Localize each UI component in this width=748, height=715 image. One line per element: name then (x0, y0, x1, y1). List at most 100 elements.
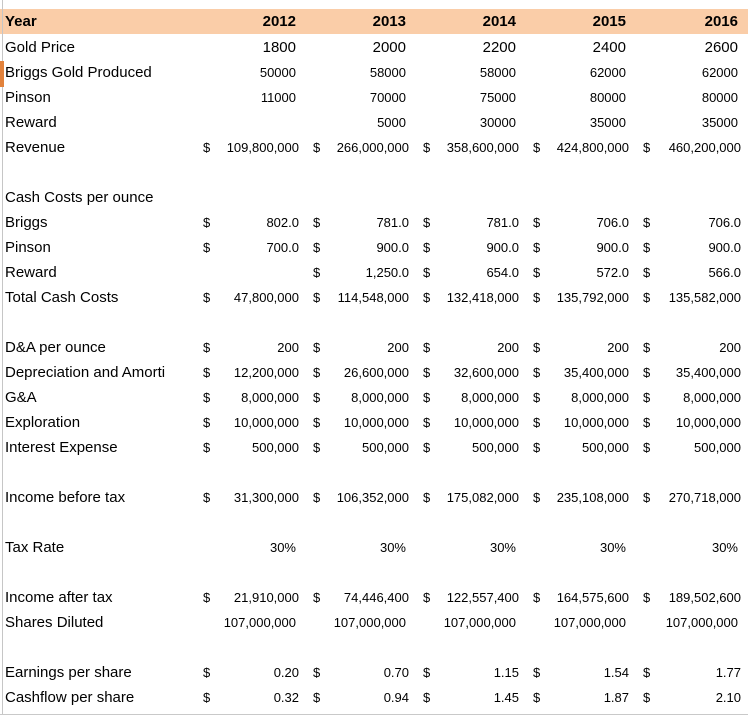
table-cell[interactable]: $31,300,000 (196, 485, 306, 510)
table-cell[interactable]: $1.45 (416, 685, 526, 710)
table-cell[interactable] (636, 185, 748, 210)
table-cell[interactable]: 30000 (479, 115, 516, 130)
row-label[interactable]: Cashflow per share (5, 689, 135, 706)
table-cell[interactable]: $0.32 (196, 685, 306, 710)
table-cell[interactable]: $8,000,000 (526, 385, 636, 410)
table-cell[interactable]: $47,800,000 (196, 285, 306, 310)
header-year-cell[interactable]: 2012 (262, 13, 296, 30)
table-cell[interactable]: $106,352,000 (306, 485, 416, 510)
table-cell[interactable]: 30% (599, 540, 626, 555)
row-label[interactable]: Earnings per share (5, 664, 132, 681)
table-cell[interactable]: $802.0 (196, 210, 306, 235)
table-cell[interactable]: $164,575,600 (526, 585, 636, 610)
table-cell[interactable]: $1.15 (416, 660, 526, 685)
table-cell[interactable]: 35000 (701, 115, 738, 130)
row-label[interactable]: Reward (5, 264, 57, 281)
table-cell[interactable]: $135,792,000 (526, 285, 636, 310)
table-cell[interactable]: $200 (196, 335, 306, 360)
table-cell[interactable] (196, 185, 306, 210)
table-cell[interactable]: $12,200,000 (196, 360, 306, 385)
table-cell[interactable]: $900.0 (416, 235, 526, 260)
table-cell[interactable]: 80000 (701, 90, 738, 105)
table-cell[interactable]: $1.77 (636, 660, 748, 685)
table-cell[interactable]: $500,000 (526, 435, 636, 460)
row-label[interactable]: Pinson (5, 89, 51, 106)
table-cell[interactable]: $109,800,000 (196, 135, 306, 160)
table-cell[interactable]: $35,400,000 (636, 360, 748, 385)
table-cell[interactable] (526, 185, 636, 210)
header-year-cell[interactable]: 2015 (592, 13, 626, 30)
table-cell[interactable]: $500,000 (196, 435, 306, 460)
table-cell[interactable]: 50000 (259, 65, 296, 80)
table-cell[interactable]: $358,600,000 (416, 135, 526, 160)
table-cell[interactable]: $175,082,000 (416, 485, 526, 510)
row-label[interactable]: Cash Costs per ounce (5, 189, 154, 206)
row-label[interactable]: Exploration (5, 414, 81, 431)
row-label[interactable]: Total Cash Costs (5, 289, 119, 306)
table-cell[interactable]: $900.0 (636, 235, 748, 260)
table-cell[interactable]: 107,000,000 (223, 615, 296, 630)
table-cell[interactable]: 70000 (369, 90, 406, 105)
table-cell[interactable]: $200 (306, 335, 416, 360)
table-cell[interactable]: $200 (526, 335, 636, 360)
table-cell[interactable]: $706.0 (636, 210, 748, 235)
table-cell[interactable]: 30% (269, 540, 296, 555)
table-cell[interactable]: $700.0 (196, 235, 306, 260)
table-cell[interactable]: 11000 (260, 90, 296, 105)
table-cell[interactable]: 2200 (482, 38, 516, 56)
table-cell[interactable]: $1.54 (526, 660, 636, 685)
table-cell[interactable]: $35,400,000 (526, 360, 636, 385)
table-cell[interactable]: $266,000,000 (306, 135, 416, 160)
table-cell[interactable]: 107,000,000 (665, 615, 738, 630)
table-cell[interactable]: $2.10 (636, 685, 748, 710)
table-cell[interactable]: $10,000,000 (526, 410, 636, 435)
row-label[interactable]: Briggs Gold Produced (5, 64, 152, 81)
table-cell[interactable]: 2400 (592, 38, 626, 56)
row-label[interactable]: G&A (5, 389, 37, 406)
table-cell[interactable]: $8,000,000 (306, 385, 416, 410)
table-cell[interactable]: 2000 (372, 38, 406, 56)
table-cell[interactable]: $0.70 (306, 660, 416, 685)
table-cell[interactable]: $235,108,000 (526, 485, 636, 510)
table-cell[interactable]: $900.0 (526, 235, 636, 260)
table-cell[interactable]: 75000 (479, 90, 516, 105)
table-cell[interactable]: 107,000,000 (333, 615, 406, 630)
table-cell[interactable]: 58000 (479, 65, 516, 80)
table-cell[interactable]: $122,557,400 (416, 585, 526, 610)
table-cell[interactable]: 30% (489, 540, 516, 555)
header-year-cell[interactable]: 2014 (482, 13, 516, 30)
table-cell[interactable]: $10,000,000 (306, 410, 416, 435)
table-cell[interactable]: 62000 (701, 65, 738, 80)
table-cell[interactable]: $26,600,000 (306, 360, 416, 385)
table-cell[interactable]: $460,200,000 (636, 135, 748, 160)
table-cell[interactable]: $900.0 (306, 235, 416, 260)
table-cell[interactable]: $32,600,000 (416, 360, 526, 385)
table-cell[interactable]: $8,000,000 (416, 385, 526, 410)
table-cell[interactable]: $21,910,000 (196, 585, 306, 610)
row-label[interactable]: D&A per ounce (5, 339, 106, 356)
table-cell[interactable]: $566.0 (636, 260, 748, 285)
table-cell[interactable]: $200 (636, 335, 748, 360)
table-cell[interactable]: $654.0 (416, 260, 526, 285)
table-cell[interactable]: 58000 (369, 65, 406, 80)
table-cell[interactable]: $1,250.0 (306, 260, 416, 285)
table-cell[interactable]: $0.20 (196, 660, 306, 685)
table-cell[interactable]: 62000 (589, 65, 626, 80)
table-cell[interactable]: $706.0 (526, 210, 636, 235)
table-cell[interactable]: $0.94 (306, 685, 416, 710)
table-cell[interactable]: 2600 (704, 38, 738, 56)
table-cell[interactable]: 107,000,000 (443, 615, 516, 630)
table-cell[interactable]: 80000 (589, 90, 626, 105)
table-cell[interactable]: $572.0 (526, 260, 636, 285)
table-cell[interactable]: 35000 (589, 115, 626, 130)
row-label[interactable]: Reward (5, 114, 57, 131)
table-cell[interactable]: $1.87 (526, 685, 636, 710)
table-cell[interactable]: 30% (379, 540, 406, 555)
row-label[interactable]: Income after tax (5, 589, 113, 606)
row-label[interactable]: Revenue (5, 139, 66, 156)
row-label[interactable]: Pinson (5, 239, 51, 256)
table-cell[interactable]: 5000 (377, 115, 406, 130)
table-cell[interactable]: $500,000 (416, 435, 526, 460)
table-cell[interactable] (306, 185, 416, 210)
table-cell[interactable]: $10,000,000 (196, 410, 306, 435)
